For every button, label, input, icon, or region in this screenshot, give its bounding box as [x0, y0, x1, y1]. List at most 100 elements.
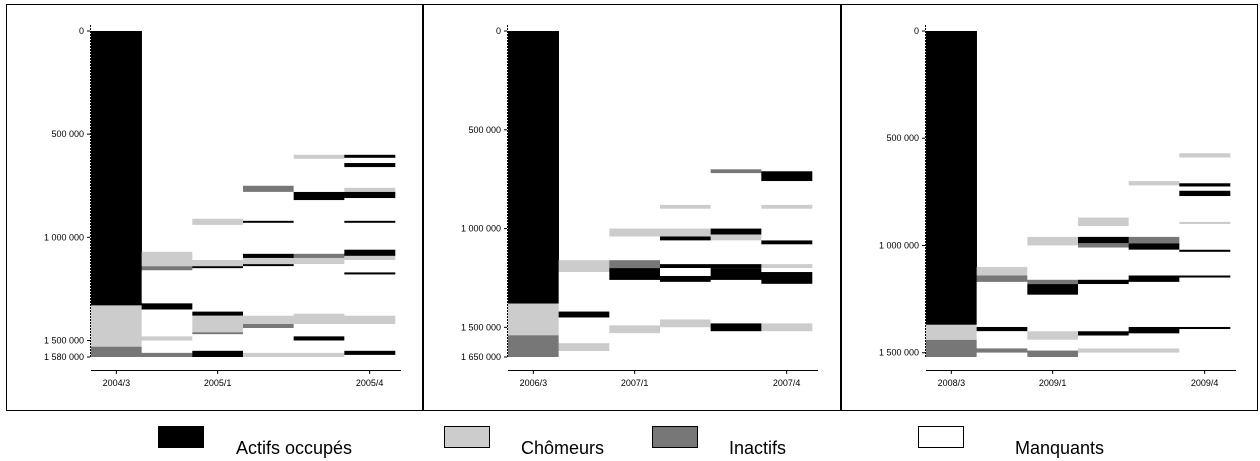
chart-panels: 0 500 000 1 000 000 1 500 000 1 580 000 2004/… [6, 4, 1258, 411]
x-tick-label: 2005/1 [204, 378, 232, 388]
heatmap-cell-col1-chomeurs [508, 303, 559, 336]
heatmap-cell-col6-manquants [344, 222, 396, 250]
heatmap-cell-col6-manquants [344, 354, 396, 357]
heatmap-cell-col6-manquants [344, 198, 396, 221]
heatmap-cell-col3-chomeurs [192, 315, 244, 333]
heatmap-cell-col2-manquants [976, 352, 1028, 357]
x-tick-label: 2007/4 [773, 378, 801, 388]
heatmap-cell-col4-manquants [660, 327, 711, 357]
heatmap-cell-col2-manquants [558, 272, 610, 312]
heatmap-cell-col1-inactifs [508, 335, 559, 357]
heatmap-cell-col4-manquants [1078, 352, 1129, 357]
heatmap-cell-col2-inactifs [976, 275, 1028, 282]
legend-label-chomeurs: Chômeurs [521, 438, 605, 458]
heatmap-cell-col6-actifs-occupes [344, 220, 396, 223]
heatmap-cell-col6-chomeurs [761, 204, 813, 209]
heatmap-cell-col6-manquants [761, 181, 813, 205]
heatmap-cell-col4-manquants [243, 328, 294, 353]
x-tick-label: 2005/4 [356, 378, 384, 388]
heatmap-cell-col2-chomeurs [141, 251, 193, 267]
chart-panel-2: 0 500 000 1 000 000 1 500 000 1 650 000 2006/… [423, 4, 841, 411]
heatmap-cell-col5-manquants [293, 158, 345, 192]
heatmap-cell-col6-manquants [761, 331, 813, 357]
heatmap-cell-col3-manquants [192, 224, 244, 261]
legend-label-manquants: Manquants [1015, 438, 1105, 458]
heatmap-cell-col5-actifs-occupes [293, 336, 345, 341]
x-tick-label: 2009/4 [1191, 378, 1219, 388]
heatmap-cell-col1-chomeurs [926, 324, 977, 340]
heatmap-cell-col3-inactifs [192, 332, 244, 335]
heatmap-cell-col5-chomeurs [293, 154, 345, 159]
heatmap-cell-col5-actifs-occupes [1128, 243, 1180, 250]
heatmap-cell-col4-inactifs [243, 323, 294, 329]
heatmap-cell-col4-actifs-occupes [660, 275, 711, 282]
heatmap-cell-col5-manquants [293, 340, 345, 353]
heatmap-cell-col5-actifs-occupes [710, 228, 762, 235]
heatmap-cell-col6-manquants [1179, 277, 1231, 327]
heatmap-cell-col6-actifs-occupes [1179, 249, 1231, 252]
heatmap-cell-col6-manquants [761, 208, 813, 241]
heatmap-cell-col2-chomeurs [558, 343, 610, 352]
heatmap-cell-col4-manquants [243, 191, 294, 221]
heatmap-cell-col5-actifs-occupes [710, 264, 762, 269]
heatmap-cell-col4-chomeurs [660, 204, 711, 209]
heatmap-cell-col6-manquants [1179, 186, 1231, 191]
heatmap-cell-col5-chomeurs [1128, 348, 1180, 353]
heatmap-cell-col4-chomeurs [243, 352, 294, 357]
legend-label-inactifs: Inactifs [729, 438, 787, 458]
heatmap-cell-col6-chomeurs [761, 264, 813, 269]
heatmap-cell-col3-manquants [609, 333, 661, 357]
heatmap-cell-col5-manquants [293, 200, 345, 254]
y-tick-label: 1 650 000 [461, 352, 501, 362]
heatmap-cell-col4-chomeurs [660, 319, 711, 328]
heatmap-cell-col2-manquants [141, 340, 193, 353]
y-tick-label: 1 000 000 [879, 240, 919, 250]
heatmap-cell-col5-chomeurs [293, 257, 345, 265]
y-tick-label: 0 [496, 26, 501, 36]
heatmap-cell-col4-actifs-occupes [1078, 236, 1129, 244]
heatmap-cell-col2-manquants [141, 309, 193, 337]
heatmap-cell-col6-manquants [1179, 251, 1231, 276]
y-tick-label: 1 000 000 [461, 224, 501, 234]
heatmap-cell-col4-manquants [243, 222, 294, 254]
chart-panel-3: 0 500 000 1 000 000 1 500 000 2008/3 2009/1 20… [841, 4, 1258, 411]
heatmap-cell-col1-chomeurs [91, 305, 142, 347]
heatmap-cell-col4-manquants [1078, 247, 1129, 280]
heatmap-cell-col6-manquants [1179, 329, 1231, 357]
heatmap-cell-col4-actifs-occupes [243, 220, 294, 223]
heatmap-cell-col6-manquants [1179, 196, 1231, 222]
heatmap-cell-col3-manquants [192, 268, 244, 312]
legend-swatch-inactifs [652, 426, 698, 448]
y-tick-label: 500 000 [468, 125, 501, 135]
heatmap-cell-col5-actifs-occupes [293, 191, 345, 201]
heatmap-cell-col3-manquants [1027, 245, 1079, 280]
y-tick-label: 500 000 [51, 129, 84, 139]
y-tick-label: 1 500 000 [879, 348, 919, 358]
heatmap-cell-col3-manquants [1027, 294, 1079, 332]
heatmap-cell-col6-manquants [344, 157, 396, 164]
legend-swatch-chomeurs [444, 426, 490, 448]
heatmap-cell-col3-manquants [609, 279, 661, 326]
x-tick-label: 2004/3 [103, 378, 131, 388]
heatmap-cell-col6-chomeurs [344, 315, 396, 324]
y-tick-label: 1 000 000 [44, 232, 84, 242]
heatmap-cell-col6-manquants [761, 244, 813, 265]
heatmap-cell-col4-chomeurs [1078, 348, 1129, 353]
heatmap-cell-col5-manquants [1128, 281, 1180, 327]
heatmap-cell-col2-manquants [558, 351, 610, 357]
heatmap-cell-col5-manquants [1128, 352, 1180, 357]
heatmap-cell-col3-inactifs [609, 260, 661, 269]
heatmap-cell-col5-actifs-occupes [1128, 326, 1180, 334]
heatmap-cell-col4-manquants [1078, 226, 1129, 237]
heatmap-cell-col4-actifs-occupes [660, 264, 711, 269]
heatmap-cell-col4-manquants [1078, 335, 1129, 349]
heatmap-cell-col6-actifs-occupes [761, 272, 813, 284]
heatmap-cell-col2-inactifs [976, 348, 1028, 353]
heatmap-cell-col3-chomeurs [192, 260, 244, 267]
heatmap-cell-col5-manquants [710, 283, 762, 324]
heatmap-cell-col5-manquants [710, 173, 762, 229]
heatmap-cell-col5-manquants [1128, 333, 1180, 349]
heatmap-cell-col6-chomeurs [1179, 221, 1231, 225]
heatmap-cell-col1-actifs-occupes [91, 31, 142, 306]
heatmap-cell-col6-manquants [761, 283, 813, 324]
